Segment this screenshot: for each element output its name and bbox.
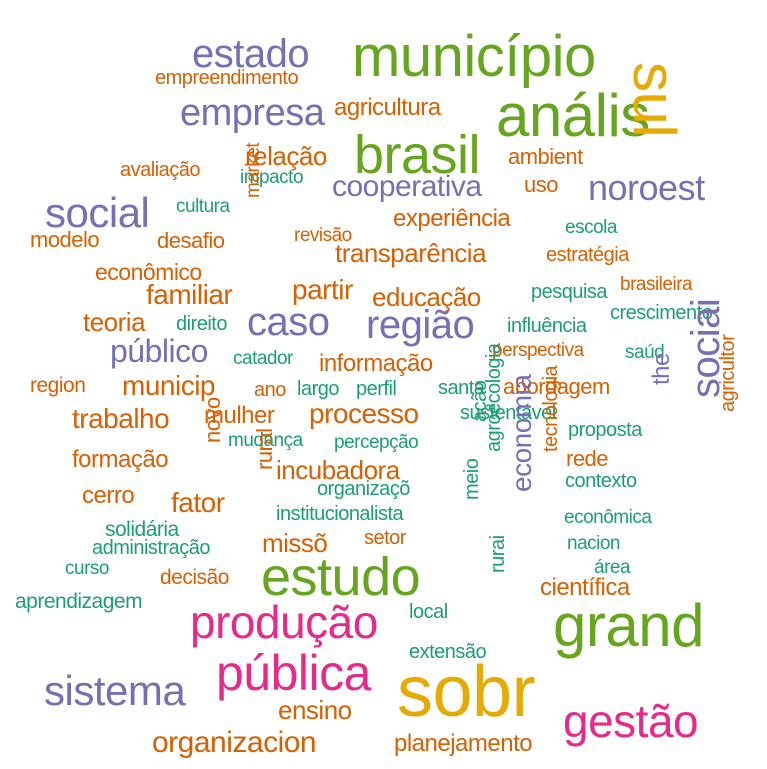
word-meio: meio	[461, 458, 483, 500]
word-gestao: gestão	[563, 695, 699, 747]
word-curso: curso	[65, 558, 109, 579]
word-transparencia: transparência	[335, 238, 487, 268]
word-partir: partir	[292, 274, 353, 305]
word-rural: rural	[252, 428, 277, 470]
word-incubadora: incubadora	[276, 455, 400, 485]
word-setor: setor	[364, 527, 406, 549]
word-tecnologia: tecnologia	[540, 365, 562, 452]
word-avaliacao: avaliação	[120, 159, 201, 181]
word-perfil: perfil	[356, 378, 397, 400]
word-economico: econômico	[95, 259, 202, 285]
word-pesquisa: pesquisa	[531, 281, 608, 303]
word-uso: uso	[524, 172, 558, 197]
word-solidaria: solidária	[105, 518, 179, 541]
word-desafio: desafio	[157, 228, 225, 253]
word-noroest: noroest	[588, 167, 705, 208]
word-estado: estado	[192, 32, 310, 76]
word-grand: grand	[553, 592, 704, 659]
word-empresa: empresa	[180, 92, 325, 134]
word-trabalho: trabalho	[72, 403, 170, 434]
word-processo: processo	[309, 398, 419, 429]
word-nacion: nacion	[567, 533, 621, 554]
word-organizacion: organizacion	[152, 726, 317, 759]
word-modelo: modelo	[30, 227, 100, 252]
word-aprendizagem: aprendizagem	[15, 590, 143, 613]
word-local: local	[409, 601, 448, 623]
word-familiar: familiar	[146, 279, 233, 310]
word-sul: sul	[621, 62, 688, 138]
word-rede: rede	[566, 446, 609, 471]
word-ensino: ensino	[278, 695, 352, 725]
word-market: market	[243, 142, 264, 198]
word-empreendimento: empreendimento	[155, 67, 299, 89]
word-region: region	[30, 374, 86, 397]
word-institucionalista: institucionalista	[276, 503, 404, 525]
word-regiao: região	[366, 303, 475, 347]
word-planejamento: planejamento	[394, 730, 533, 757]
word-brasil: brasil	[354, 125, 481, 185]
word-cerro: cerro	[82, 482, 135, 509]
word-abordagem: abordagem	[503, 374, 610, 399]
word-contexto: contexto	[565, 470, 637, 492]
word-publica: pública	[216, 645, 371, 701]
word-caso: caso	[247, 300, 330, 344]
word-informacao: informação	[319, 350, 433, 377]
word-ambient: ambient	[508, 144, 583, 169]
word-area: área	[594, 557, 631, 578]
word-cientifica: científica	[540, 574, 630, 601]
word-administracao: administração	[92, 537, 211, 559]
word-extensao: extensão	[409, 641, 487, 663]
word-teoria: teoria	[83, 307, 146, 337]
word-ano: ano	[254, 379, 286, 401]
word-catador: catador	[233, 348, 293, 369]
word-the: the	[648, 353, 675, 385]
word-sustentavel: sustentável	[460, 402, 556, 424]
word-novo: novo	[200, 397, 225, 443]
word-santa: santa	[438, 377, 485, 399]
word-mudanca: mudança	[228, 430, 303, 451]
word-estudo: estudo	[261, 547, 421, 607]
word-agroecologia: agroecologia	[483, 343, 505, 452]
word-influencia: influência	[507, 315, 587, 337]
word-experiencia: experiência	[393, 205, 511, 232]
word-mulher: mulher	[204, 402, 275, 429]
word-cultura: cultura	[176, 196, 230, 217]
word-educacao: educação	[372, 282, 481, 312]
word-brasileira: brasileira	[620, 274, 693, 295]
word-perspectiva: perspectiva	[492, 340, 584, 361]
word-agricultor: agricultor	[717, 334, 739, 412]
word-analis: anális	[496, 82, 650, 149]
word-municip: municip	[122, 370, 215, 401]
word-fator: fator	[171, 487, 225, 518]
word-producao: produção	[190, 596, 378, 648]
word-escola: escola	[565, 217, 617, 238]
word-organizaco: organizaçõ	[317, 478, 410, 500]
word-social: social	[45, 189, 150, 236]
word-sobr: sobr	[397, 652, 536, 732]
word-percepcao: percepção	[334, 432, 419, 453]
word-impacto: impacto	[240, 167, 304, 188]
word-cooperativa: cooperativa	[332, 170, 482, 203]
word-estrategia: estratégia	[546, 244, 629, 266]
word-economia: economia	[506, 374, 537, 492]
word-municipio: município	[352, 24, 596, 89]
word-decisao: decisão	[160, 566, 229, 589]
word-rurai: rurai	[487, 535, 509, 573]
word-saud: saúd	[625, 342, 665, 363]
word-agricultura: agricultura	[334, 94, 441, 121]
word-proposta: proposta	[568, 419, 642, 441]
word-economica: econômica	[564, 507, 652, 528]
word-revisao: revisão	[294, 225, 352, 246]
word-sistema: sistema	[44, 667, 186, 714]
word-crescimento: crescimento	[610, 302, 713, 324]
word-largo: largo	[297, 378, 339, 400]
word-publico: público	[110, 333, 208, 369]
word-formacao: formação	[72, 446, 169, 473]
word-misso: missõ	[262, 528, 328, 558]
word-direito: direito	[176, 313, 227, 335]
word-relacao: relação	[245, 141, 327, 171]
